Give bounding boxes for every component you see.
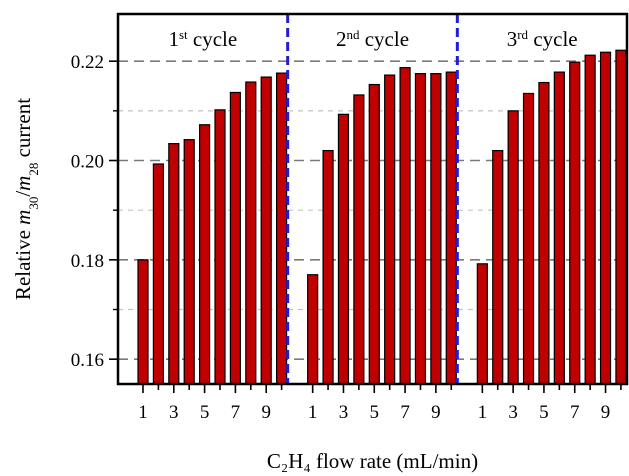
bars bbox=[137, 49, 627, 385]
bar-cycle1-6 bbox=[214, 109, 226, 385]
bar-cycle1-7 bbox=[229, 91, 241, 385]
y-tick-label-0: 0.16 bbox=[71, 350, 104, 371]
cycle-word: cycle bbox=[528, 27, 578, 51]
y-title-suffix: current bbox=[11, 98, 35, 163]
bar-cycle2-1 bbox=[307, 274, 319, 385]
plot-frame bbox=[116, 12, 629, 386]
cycle-number: 3 bbox=[507, 27, 518, 51]
bar-cycle3-3 bbox=[507, 110, 519, 385]
bar-cycle3-1 bbox=[476, 263, 488, 385]
x-tick-label-c2-3: 3 bbox=[339, 402, 349, 423]
bar-cycle2-3 bbox=[337, 113, 350, 385]
y-axis-title: Relative m30/m28 current bbox=[11, 98, 41, 300]
bar-cycle1-3 bbox=[168, 143, 180, 385]
bar-cycle2-7 bbox=[399, 67, 411, 385]
x-tick-label-c3-1: 1 bbox=[478, 402, 488, 423]
x-tick-label-c1-9: 9 bbox=[261, 402, 271, 423]
y-title-prefix: Relative bbox=[11, 225, 35, 300]
x-tick-label-c1-3: 3 bbox=[169, 402, 179, 423]
cycle-ordinal: rd bbox=[517, 27, 528, 42]
cycle-ordinal: nd bbox=[346, 27, 360, 42]
bar-cycle3-4 bbox=[522, 92, 535, 385]
bar-cycle1-9 bbox=[260, 76, 272, 385]
bar-cycle2-10 bbox=[445, 71, 457, 385]
x-tick-label-c3-3: 3 bbox=[508, 402, 518, 423]
cycle-number: 1 bbox=[168, 27, 179, 51]
y-axis: 0.16 0.18 0.20 0.22 bbox=[71, 52, 118, 371]
bar-cycle3-8 bbox=[584, 54, 596, 385]
cycle-labels: 1st cycle 2nd cycle 3rd cycle bbox=[168, 27, 577, 52]
x-tick-label-c1-7: 7 bbox=[231, 402, 241, 423]
y-title-var1: m bbox=[11, 210, 35, 225]
cycle-word: cycle bbox=[359, 27, 409, 51]
y-tick-label-1: 0.18 bbox=[71, 251, 104, 272]
bar-cycle1-4 bbox=[183, 139, 195, 385]
bar-cycle2-8 bbox=[414, 72, 427, 385]
cycle-label-2: 2nd cycle bbox=[336, 27, 409, 52]
x-tick-label-c2-9: 9 bbox=[431, 402, 441, 423]
bar-cycle1-8 bbox=[245, 81, 257, 385]
bar-cycle3-9 bbox=[599, 51, 612, 385]
cycle-number: 2 bbox=[336, 27, 347, 51]
bar-cycle2-5 bbox=[368, 83, 380, 385]
x-tick-label-c2-1: 1 bbox=[308, 402, 318, 423]
y-title-slash: / bbox=[11, 191, 35, 197]
bar-cycle3-5 bbox=[538, 81, 550, 385]
x-tick-label-c2-5: 5 bbox=[370, 402, 380, 423]
bar-cycle2-9 bbox=[430, 72, 442, 385]
cycle-label-3: 3rd cycle bbox=[507, 27, 578, 52]
y-title-sub2: 28 bbox=[26, 163, 41, 176]
cycle-label-1: 1st cycle bbox=[168, 27, 237, 52]
bar-cycle3-7 bbox=[569, 61, 581, 385]
x-tick-label-c3-9: 9 bbox=[601, 402, 611, 423]
y-title-sub1: 30 bbox=[26, 197, 41, 210]
x-tick-label-c1-1: 1 bbox=[138, 402, 148, 423]
x-axis-title: C₂H₄ flow rate (mL/min) bbox=[267, 449, 478, 473]
bar-cycle1-10 bbox=[276, 72, 288, 385]
bar-cycle2-2 bbox=[322, 149, 334, 385]
bar-cycle3-2 bbox=[492, 149, 504, 385]
cycle-dividers bbox=[286, 14, 459, 384]
bar-cycle3-6 bbox=[553, 71, 565, 385]
bar-cycle1-2 bbox=[152, 163, 164, 385]
y-tick-label-2: 0.20 bbox=[71, 152, 104, 173]
bar-cycle3-10 bbox=[615, 49, 627, 385]
x-tick-label-c3-7: 7 bbox=[570, 402, 580, 423]
x-tick-label-c2-7: 7 bbox=[400, 402, 410, 423]
bar-cycle1-1 bbox=[137, 259, 149, 385]
bar-cycle1-5 bbox=[199, 124, 211, 385]
bar-cycle2-4 bbox=[353, 94, 365, 385]
cycle-word: cycle bbox=[188, 27, 238, 51]
bar-cycle2-6 bbox=[384, 74, 396, 385]
y-tick-label-3: 0.22 bbox=[71, 52, 104, 73]
x-tick-label-c1-5: 5 bbox=[200, 402, 210, 423]
cycle-ordinal: st bbox=[179, 27, 188, 42]
y-title-var2: m bbox=[11, 176, 35, 191]
x-tick-label-c3-5: 5 bbox=[539, 402, 549, 423]
